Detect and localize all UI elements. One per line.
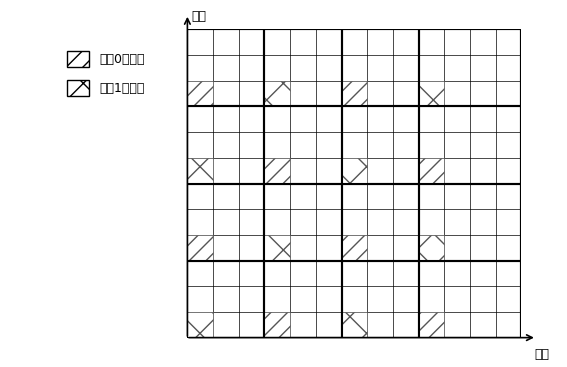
Bar bbox=[264, 235, 290, 261]
Bar bbox=[418, 235, 445, 261]
Bar bbox=[264, 81, 290, 106]
Bar bbox=[187, 81, 213, 106]
Bar bbox=[264, 312, 290, 338]
Bar bbox=[187, 312, 213, 338]
Text: 时间: 时间 bbox=[534, 348, 549, 361]
Legend: 天线0的导频, 天线1的导频: 天线0的导频, 天线1的导频 bbox=[67, 51, 145, 96]
Bar bbox=[187, 158, 213, 184]
Bar bbox=[264, 158, 290, 184]
Bar bbox=[187, 235, 213, 261]
Bar bbox=[341, 235, 367, 261]
Bar bbox=[418, 158, 445, 184]
Bar bbox=[341, 312, 367, 338]
Bar bbox=[418, 81, 445, 106]
Bar bbox=[341, 81, 367, 106]
Bar bbox=[418, 312, 445, 338]
Text: 频率: 频率 bbox=[191, 10, 206, 23]
Bar bbox=[341, 158, 367, 184]
